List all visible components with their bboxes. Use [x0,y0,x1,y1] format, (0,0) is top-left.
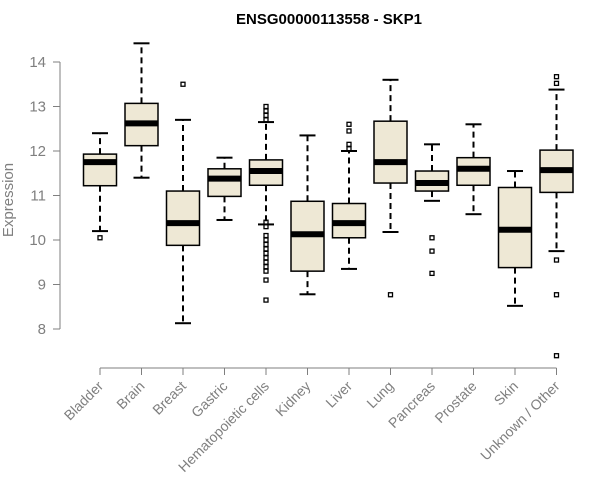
outlier-point [263,259,269,265]
outlier-point [263,117,269,123]
box-brain [124,42,159,179]
y-tick-label: 14 [29,54,46,71]
y-tick-label: 10 [29,232,46,249]
outlier-point [180,81,186,87]
box-unknown-other [539,74,574,359]
outlier-point [97,235,103,241]
y-tick-label: 8 [38,321,46,338]
outlier-point [263,241,269,248]
outlier-point [553,74,560,80]
box-kidney [290,134,325,296]
outlier-point [387,292,394,298]
iqr-box [207,168,242,198]
x-tick-label: Liver [322,378,355,411]
outlier-point [263,223,269,230]
box-skin [497,170,533,307]
y-axis: 8 9 10 11 12 13 14 [29,54,61,338]
outlier-point [553,292,560,298]
y-tick-label: 9 [38,277,46,294]
outlier-point [263,219,269,225]
box-breast [165,81,201,325]
outlier-point [263,297,269,303]
boxes-group [82,42,574,359]
y-tick-label: 13 [29,99,46,116]
box-pancreas [414,143,450,277]
outlier-point [263,232,269,239]
outlier-point [429,270,435,277]
iqr-box [373,120,408,184]
x-tick-label: Lung [363,378,396,411]
outlier-point [553,80,560,87]
outlier-point [263,264,269,270]
outlier-point [553,353,560,359]
iqr-box [82,153,118,187]
box-hematopoietic-cells [248,103,284,303]
outlier-point [263,103,269,110]
iqr-box [165,190,201,247]
box-lung [373,78,408,298]
x-tick-label: Skin [491,378,522,409]
outlier-point [263,255,269,261]
outlier-point [346,141,352,147]
x-tick-label: Unknown / Other [477,378,563,464]
x-tick-label: Breast [149,378,189,418]
y-tick-label: 11 [30,188,46,205]
outlier-point [263,237,269,243]
box-bladder [82,132,118,241]
outlier-point [429,248,435,254]
y-axis-label: Expression [0,163,17,237]
outlier-point [263,250,269,257]
x-tick-label: Kidney [272,378,314,420]
outlier-point [263,108,269,114]
box-gastric [207,156,242,221]
chart-title: ENSG00000113558 - SKP1 [236,11,422,28]
outlier-point [263,277,269,283]
y-tick-label: 12 [29,143,46,160]
outlier-point [346,146,352,152]
outlier-point [429,235,435,241]
box-prostate [456,123,491,216]
x-tick-label: Bladder [61,378,107,424]
x-tick-label: Brain [113,378,147,412]
outlier-point [263,246,269,252]
box-liver [331,121,367,270]
outlier-point [346,128,352,134]
outlier-point [263,268,269,274]
outlier-point [263,112,269,119]
outlier-point [553,257,560,263]
outlier-point [346,121,352,127]
x-tick-label: Prostate [431,378,479,426]
